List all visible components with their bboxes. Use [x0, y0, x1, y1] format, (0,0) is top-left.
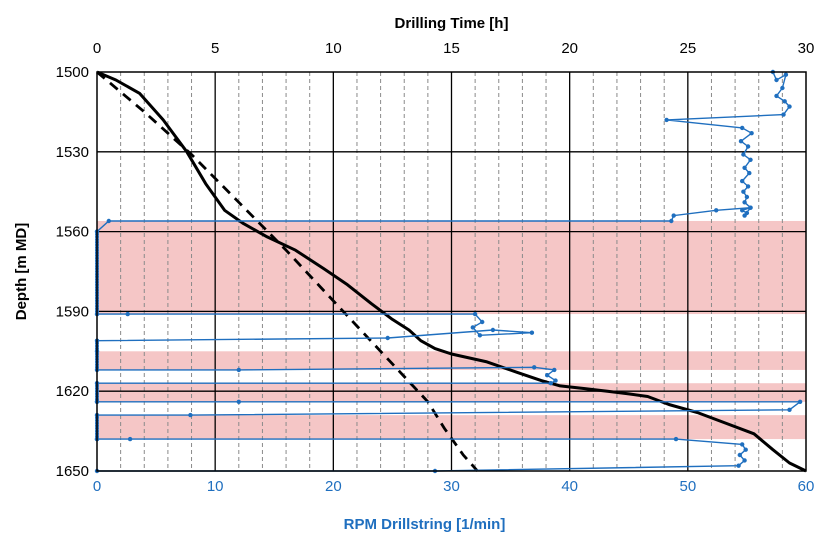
rpm-point — [664, 117, 669, 123]
top-tick-label: 20 — [561, 40, 578, 57]
rpm-point — [742, 213, 747, 218]
rpm-point — [188, 412, 193, 418]
drilling-time-actual-line — [96, 70, 807, 473]
rpm-point — [743, 447, 748, 452]
rpm-point — [738, 139, 744, 144]
top-tick-label: 5 — [211, 40, 219, 57]
bottom-axis-title: RPM Drillstring [1/min] — [344, 516, 506, 533]
rpm-point — [741, 189, 746, 194]
rpm-point — [787, 407, 792, 412]
rpm-point — [669, 218, 674, 224]
top-axis-title: Drilling Time [h] — [395, 15, 509, 32]
tick-labels: 0 5 10 15 20 25 30 0 10 20 30 40 50 60 1500 1530 1560 159… — [56, 40, 815, 495]
left-tick-label: 1590 — [56, 303, 89, 320]
grid — [97, 72, 806, 471]
top-tick-label: 25 — [679, 40, 696, 57]
left-tick-label: 1530 — [56, 144, 89, 161]
rpm-point — [745, 144, 751, 149]
bottom-tick-label: 10 — [207, 478, 224, 495]
rpm-point — [748, 205, 753, 210]
bottom-tick-label: 0 — [93, 478, 101, 495]
rpm-point — [472, 311, 478, 317]
rpm-point — [742, 165, 747, 170]
left-tick-label: 1650 — [56, 463, 89, 480]
series-lines — [94, 69, 807, 474]
left-tick-label: 1560 — [56, 224, 89, 241]
bottom-tick-label: 40 — [561, 478, 578, 495]
rpm-point — [490, 327, 496, 333]
rpm-point — [740, 125, 745, 131]
rpm-point — [741, 152, 746, 157]
rpm-point — [236, 367, 241, 373]
bottom-tick-label: 60 — [798, 478, 815, 495]
rpm-point — [797, 399, 803, 404]
rpm-point — [740, 442, 745, 447]
rpm-point — [774, 77, 779, 83]
rpm-point — [740, 208, 745, 213]
left-axis-title: Depth [m MD] — [13, 223, 30, 321]
rpm-point — [477, 333, 483, 338]
left-tick-label: 1620 — [56, 383, 89, 400]
rpm-point — [236, 399, 241, 404]
top-tick-label: 30 — [798, 40, 815, 57]
rpm-point — [532, 365, 537, 370]
rpm-point — [745, 184, 751, 189]
rpm-point — [736, 463, 741, 468]
rpm-point — [127, 436, 133, 442]
rpm-point — [125, 311, 130, 317]
rpm-point — [781, 112, 786, 117]
drilling-time-planned-line — [96, 70, 479, 472]
rpm-point — [747, 170, 752, 176]
rpm-point — [742, 200, 747, 205]
top-tick-label: 0 — [93, 40, 101, 57]
bottom-tick-label: 20 — [325, 478, 342, 495]
rpm-point — [552, 367, 557, 373]
rpm-point — [787, 104, 792, 109]
rpm-point — [774, 93, 779, 99]
rpm-point — [749, 131, 754, 136]
rpm-point — [783, 72, 789, 77]
rpm-point — [553, 378, 558, 383]
rpm-point — [529, 330, 535, 335]
rpm-point — [548, 381, 553, 386]
rpm-point — [748, 157, 753, 162]
rpm-point — [744, 194, 750, 200]
rpm-point — [545, 373, 550, 378]
rpm-point — [106, 218, 112, 224]
left-tick-label: 1500 — [56, 64, 89, 81]
bottom-tick-label: 50 — [679, 478, 696, 495]
rpm-point — [714, 208, 719, 213]
top-tick-label: 10 — [325, 40, 342, 57]
top-tick-label: 15 — [443, 40, 460, 57]
bottom-tick-label: 30 — [443, 478, 460, 495]
rpm-point — [782, 99, 787, 104]
rpm-point — [737, 452, 742, 458]
rpm-point — [740, 178, 745, 184]
rpm-point — [742, 458, 747, 463]
rpm-point — [470, 325, 475, 330]
rpm-point — [385, 335, 390, 341]
rpm-point — [780, 85, 785, 91]
rpm-point — [480, 319, 485, 325]
plot-frame — [96, 71, 807, 472]
rpm-point — [671, 213, 676, 218]
rpm-point — [673, 436, 679, 442]
